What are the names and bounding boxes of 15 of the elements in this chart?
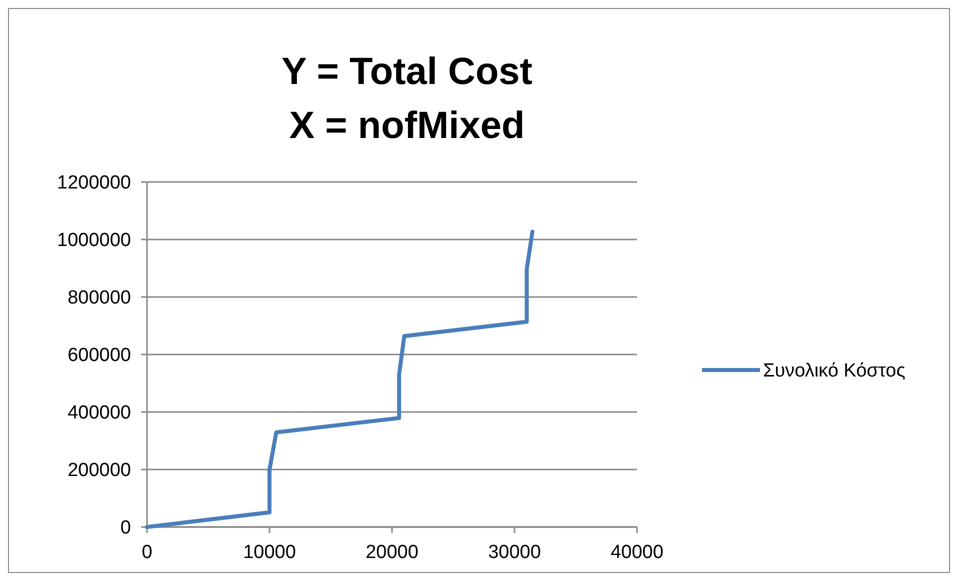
- x-tick-label: 30000: [488, 542, 541, 563]
- legend-label: Συνολικό Κόστος: [763, 360, 906, 382]
- x-tick-label: 20000: [366, 542, 418, 563]
- y-tick-label: 200000: [68, 460, 131, 482]
- x-tick-label: 10000: [243, 542, 296, 563]
- x-tick-label: 40000: [610, 542, 664, 563]
- chart-title: Y = Total Cost X = nofMixed: [282, 51, 533, 147]
- y-tick-label: 0: [120, 518, 131, 539]
- y-tick-label: 600000: [68, 345, 131, 366]
- y-tick-label: 1200000: [57, 172, 131, 194]
- y-tick-label: 1000000: [57, 230, 131, 252]
- y-tick-label: 400000: [68, 402, 131, 424]
- y-tick-label: 800000: [68, 288, 131, 309]
- line-series: [145, 230, 534, 529]
- x-tick-label: 0: [142, 542, 152, 563]
